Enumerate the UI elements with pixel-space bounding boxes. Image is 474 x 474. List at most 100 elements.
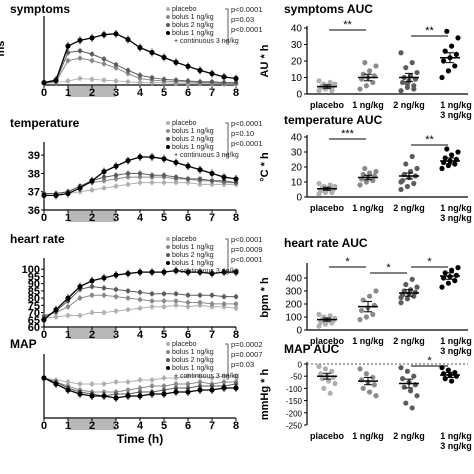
y-tick-label: 90: [28, 279, 40, 291]
data-point: [101, 185, 107, 191]
data-point: [137, 154, 143, 160]
data-point: [197, 387, 203, 393]
data-point: [371, 382, 377, 388]
significance-label: *: [345, 256, 350, 268]
data-point: [173, 375, 179, 381]
legend-marker: [166, 366, 170, 370]
data-point: [449, 267, 455, 273]
data-point: [113, 62, 119, 67]
x-tick-label: 0: [41, 87, 47, 99]
x-tick-label: 1: [65, 420, 71, 432]
legend-label: placebo: [172, 120, 197, 127]
y-tick-label: 0: [296, 326, 302, 337]
significance-label: **: [343, 19, 352, 31]
data-point: [101, 77, 107, 83]
data-point: [89, 278, 95, 284]
data-point: [137, 269, 143, 275]
data-point: [197, 293, 203, 298]
y-tick-label: 200: [285, 300, 302, 311]
data-point: [53, 314, 59, 320]
data-point: [316, 311, 322, 317]
data-point: [137, 393, 143, 399]
y-tick-label: 30: [291, 40, 303, 51]
data-point: [452, 161, 458, 167]
data-point: [125, 270, 131, 277]
data-point: [409, 405, 415, 411]
data-point: [101, 169, 107, 175]
category-label: 1 ng/kg: [440, 203, 472, 213]
data-point: [329, 88, 335, 94]
data-point: [455, 149, 461, 155]
data-point: [403, 65, 409, 71]
data-point: [409, 276, 415, 282]
data-point: [125, 79, 131, 84]
data-point: [137, 76, 143, 81]
data-point: [77, 381, 83, 387]
data-point: [367, 389, 373, 395]
x-tick-label: 7: [209, 329, 215, 341]
data-point: [452, 63, 458, 69]
data-point: [185, 381, 191, 387]
data-point: [77, 185, 83, 191]
legend-marker: [166, 23, 170, 27]
y-tick-label: 65: [28, 315, 40, 327]
data-point: [221, 80, 227, 85]
data-point: [403, 281, 409, 288]
data-point: [221, 301, 227, 307]
data-point: [404, 81, 410, 87]
data-point: [101, 174, 107, 180]
legend-marker: [166, 15, 170, 19]
data-point: [101, 32, 107, 38]
data-point: [373, 288, 379, 294]
data-point: [197, 379, 203, 385]
x-tick-label: 0: [41, 212, 47, 224]
data-point: [360, 297, 366, 303]
y-tick-label: 0: [296, 90, 302, 101]
data-point: [161, 304, 167, 309]
data-point: [113, 78, 119, 84]
data-point: [77, 283, 83, 290]
data-point: [125, 393, 131, 399]
panel-title: symptoms: [10, 2, 70, 16]
data-point: [209, 79, 215, 84]
data-point: [398, 179, 404, 185]
data-point: [221, 373, 227, 379]
data-point: [125, 387, 131, 393]
x-tick-label: 2: [89, 212, 95, 224]
data-point: [89, 310, 95, 315]
x-tick-label: 3: [113, 212, 119, 224]
y-tick-label: 20: [291, 163, 303, 174]
p-value: p=0.03: [231, 360, 254, 369]
data-point: [185, 373, 191, 379]
significance-label: *: [427, 256, 432, 268]
legend-label: + continuous 3 ng/kg: [174, 373, 239, 380]
data-point: [161, 375, 167, 381]
y-tick-label: 100: [22, 264, 40, 276]
legend-marker: [166, 350, 170, 354]
data-point: [409, 60, 415, 66]
legend-label: + continuous 3 ng/kg: [174, 152, 239, 159]
data-point: [137, 174, 143, 180]
data-point: [65, 387, 71, 393]
y-tick-label: 60: [28, 322, 40, 334]
data-point: [125, 158, 131, 164]
data-point: [185, 300, 191, 305]
panel-title: heart rate AUC: [284, 236, 368, 250]
data-point: [398, 50, 404, 56]
p-value: p<0.0001: [231, 255, 263, 264]
data-point: [77, 37, 83, 43]
data-point: [113, 272, 119, 278]
y-tick-label: -150: [286, 397, 303, 406]
data-point: [149, 180, 155, 185]
data-point: [65, 58, 71, 63]
data-point: [332, 81, 338, 87]
data-point: [125, 36, 131, 43]
legend-label: bolus 1 ng/kg: [172, 30, 214, 37]
data-point: [370, 311, 376, 317]
y-axis-label: ms: [0, 41, 7, 57]
data-point: [125, 295, 131, 301]
panel-title: MAP: [10, 337, 37, 351]
data-point: [233, 80, 239, 85]
data-point: [185, 176, 191, 182]
